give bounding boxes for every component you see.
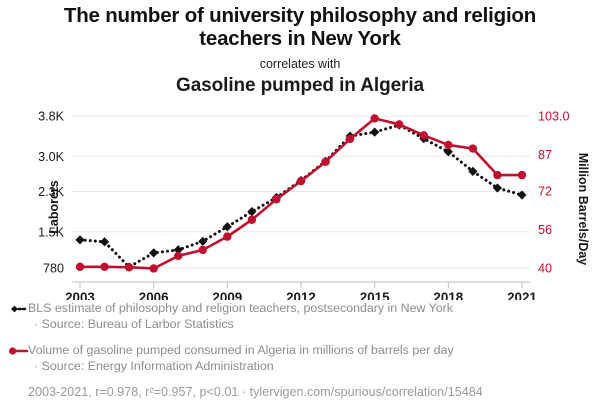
y2-axis-tick-labels: 40 56 72 87 103.0: [538, 110, 570, 276]
chart-titles: The number of university philosophy and …: [0, 0, 600, 97]
svg-text:2006: 2006: [139, 290, 169, 300]
legend-series2-source: · Source: Energy Information Administrat…: [34, 358, 274, 373]
svg-text:3.8K: 3.8K: [38, 110, 65, 124]
svg-text:40: 40: [538, 262, 552, 276]
svg-text:2012: 2012: [286, 290, 316, 300]
plot-area: 780 1.5K 2.3K 3.0K 3.8K 40 56 72 87 103.0 2003 20…: [0, 104, 600, 301]
x-axis: [72, 281, 530, 288]
svg-text:72: 72: [538, 184, 552, 198]
legend-series2-label: Volume of gasoline pumped consumed in Al…: [28, 342, 454, 357]
legend-series1-source: · Source: Bureau of Larbor Statistics: [34, 317, 234, 332]
svg-text:2009: 2009: [212, 290, 242, 300]
legend-entry-series2: Volume of gasoline pumped consumed in Al…: [6, 342, 594, 375]
y-axis-tick-labels: 780 1.5K 2.3K 3.0K 3.8K: [38, 110, 65, 276]
svg-text:1.5K: 1.5K: [38, 225, 65, 239]
legend-series1-text: BLS estimate of philosophy and religion …: [28, 300, 453, 333]
svg-text:3.0K: 3.0K: [38, 150, 65, 164]
legend-series1-label: BLS estimate of philosophy and religion …: [28, 301, 453, 315]
black-diamond-dotted-line-icon: [6, 302, 29, 317]
title-connector: correlates with: [259, 56, 341, 71]
svg-text:87: 87: [538, 148, 552, 162]
svg-text:103.0: 103.0: [538, 110, 570, 124]
svg-text:2003: 2003: [65, 290, 95, 300]
gridlines: [72, 115, 530, 269]
legend-entry-series1: BLS estimate of philosophy and religion …: [6, 300, 594, 333]
footer-stats[interactable]: 2003-2021, r=0.978, r²=0.957, p<0.01 · t…: [28, 385, 483, 399]
svg-text:2018: 2018: [433, 290, 463, 300]
svg-text:56: 56: [538, 223, 552, 237]
red-circle-solid-line-icon: [6, 344, 29, 359]
page-subtitle: Gasoline pumped in Algeria: [176, 74, 424, 96]
data-series-layer: [75, 114, 527, 273]
svg-text:2015: 2015: [360, 290, 390, 300]
svg-text:2.3K: 2.3K: [38, 185, 65, 199]
svg-text:2021: 2021: [507, 290, 537, 300]
chart-legend: BLS estimate of philosophy and religion …: [0, 300, 600, 399]
legend-series2-text: Volume of gasoline pumped consumed in Al…: [28, 342, 454, 375]
page-title: The number of university philosophy and …: [63, 4, 537, 50]
x-axis-tick-labels: 2003 2006 2009 2012 2015 2018 2021: [65, 290, 537, 300]
svg-text:780: 780: [43, 262, 64, 276]
